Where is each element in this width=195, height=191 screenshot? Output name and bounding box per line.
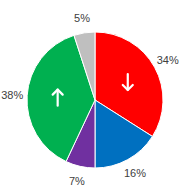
svg-text:7%: 7% — [69, 175, 85, 187]
svg-text:16%: 16% — [124, 167, 146, 179]
svg-text:5%: 5% — [74, 12, 90, 24]
svg-text:34%: 34% — [157, 54, 179, 66]
svg-text:38%: 38% — [8, 89, 23, 101]
